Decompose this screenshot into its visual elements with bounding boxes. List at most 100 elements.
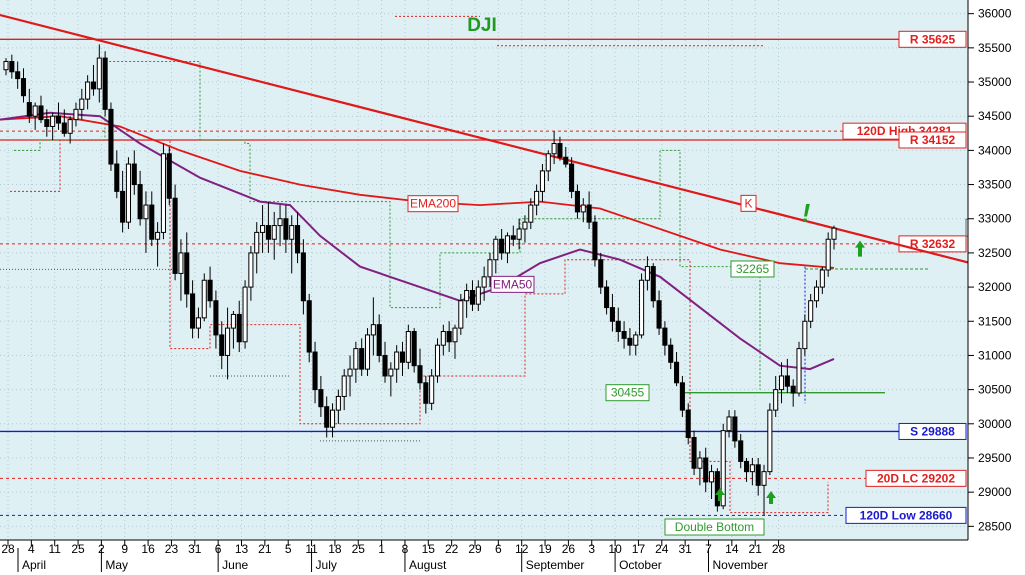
level-label: 20D LC 29202 [877,471,955,485]
y-tick-label: 30000 [978,417,1012,431]
x-tick-label: 11 [48,542,61,556]
candle-body-down [574,190,580,213]
candle [440,324,446,356]
candle-body-up [3,61,9,71]
candle-body-down [213,300,219,336]
candle-body-down [423,382,429,404]
candle [312,341,318,404]
candle-body-up [254,231,260,254]
candle-body-up [73,108,79,121]
candle [475,280,481,312]
candle-body-up [277,218,283,227]
candle [621,321,627,349]
candle-body-down [609,307,615,322]
candle [569,157,575,199]
candle [417,348,423,390]
candle-body-down [300,252,306,302]
candle [545,150,551,182]
candle [773,375,779,417]
month-label: November [713,558,768,572]
candle [510,225,516,247]
candle [242,280,248,349]
candle-body-down [557,143,563,158]
candle [254,222,260,274]
candle-body-down [318,389,324,408]
candle-body-up [831,227,837,240]
candle [265,201,271,253]
candle [394,345,400,383]
y-tick-label: 29000 [978,485,1012,499]
candle-body-down [306,300,312,353]
candle-body-up [394,351,400,370]
candle [108,102,114,171]
candle [586,191,592,229]
candle [778,362,785,404]
candle-body-up [388,368,394,377]
candle [364,328,371,376]
y-tick-label: 34000 [978,143,1012,157]
candle [341,369,347,411]
trend-line-k [0,13,969,264]
candle [627,328,633,356]
candle [329,403,336,438]
candle [825,232,831,277]
level-label-box [898,422,967,440]
candle [201,273,207,322]
candle-body-down [714,471,720,507]
candle-body-down [738,440,744,462]
y-tick-label: 32000 [978,280,1012,294]
candle-body-up [125,163,131,223]
candle [732,410,738,448]
month-label: May [105,558,128,572]
level-label-box [898,30,967,48]
up-arrow-icon [766,491,776,504]
candle-body-up [242,286,248,343]
candle-body-down [207,279,213,302]
up-arrow-icon [715,488,725,501]
x-tick-label: 5 [285,542,292,556]
candle [125,157,131,229]
candle [644,256,650,291]
candle [283,205,289,253]
x-tick-label: 28 [1,542,15,556]
candle [423,375,429,414]
candle [679,375,685,417]
level-label-box [898,131,967,149]
candle [160,143,166,240]
level-30455-label: 30455 [611,386,645,400]
candle [557,136,563,161]
candle [452,324,458,359]
candle-body-up [248,252,254,288]
candle-body-down [411,331,417,367]
candle-body-down [563,156,569,165]
x-tick-label: 25 [352,542,366,556]
candle-body-down [190,293,196,329]
candle-body-down [679,382,685,411]
candle-body-down [732,416,738,442]
candle [195,307,201,339]
candle [166,146,172,206]
candle [656,290,662,335]
level-label: 120D Low 28660 [860,508,953,522]
candle [703,447,709,493]
candle [149,191,155,247]
candle-body-up [260,225,266,233]
candle-body-up [778,375,785,391]
candle-body-up [749,464,755,473]
candle-body-down [569,163,575,192]
candle-body-down [265,225,271,240]
candle-body-up [271,225,277,240]
candle-body-up [341,375,347,397]
candle-body-down [131,163,137,186]
candle [289,215,295,274]
y-axis-background [968,0,1025,540]
y-tick-label: 28500 [978,519,1012,533]
candle [551,131,557,165]
candle [685,403,691,445]
level-32265-label-box [730,260,775,278]
candle [563,146,569,168]
candle [335,389,341,424]
candle [184,232,190,308]
x-tick-label: 17 [632,542,646,556]
candle-body-up [796,348,802,394]
